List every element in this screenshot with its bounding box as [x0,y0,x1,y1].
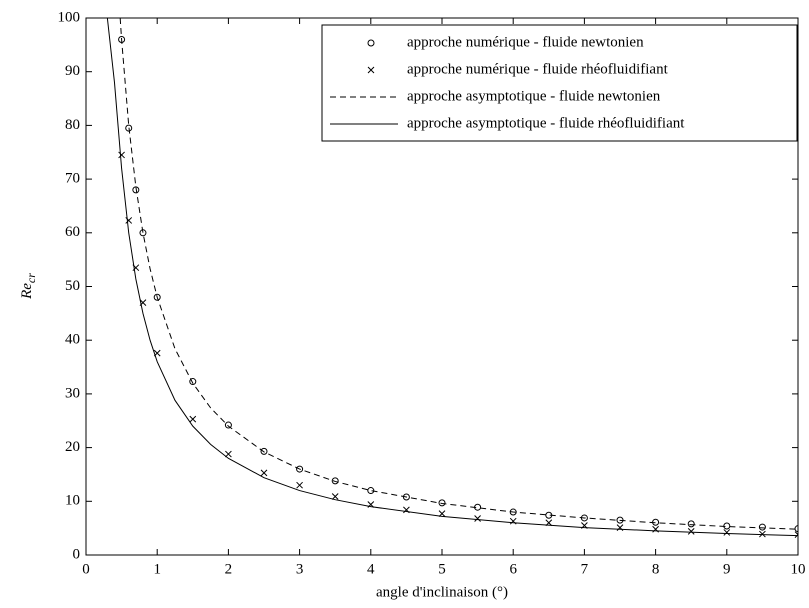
marker-cross [474,515,481,522]
legend-box [321,24,798,142]
marker-cross [687,528,695,535]
legend-label: approche numérique - fluide newtonien [407,34,644,50]
y-tick-label: 0 [73,546,81,562]
marker-circle [296,465,304,473]
marker-circle [687,520,695,528]
marker-cross [794,531,798,538]
legend-label: approche numérique - fluide rhéofluidifi… [407,61,669,77]
marker-cross [225,450,232,458]
marker-circle [367,487,375,495]
marker-circle [224,421,232,429]
marker-cross [331,493,339,500]
x-tick-label: 3 [296,561,304,577]
marker-cross [189,415,197,423]
legend-label: approche asymptotique - fluide newtonien [407,88,661,104]
y-tick-label: 60 [65,224,80,240]
marker-cross [296,481,303,489]
marker-circle [331,477,339,485]
y-tick-label: 100 [58,9,81,25]
y-tick-label: 90 [65,63,80,79]
x-tick-label: 5 [438,561,446,577]
marker-cross [723,529,731,536]
x-tick-label: 7 [581,561,589,577]
x-axis-label: angle d'inclinaison (°) [376,584,508,600]
marker-circle [367,39,375,47]
marker-circle [132,186,140,194]
marker-circle [260,447,268,455]
marker-circle [189,378,197,386]
x-tick-label: 10 [791,561,806,577]
x-tick-label: 4 [367,561,375,577]
y-tick-label: 20 [65,439,80,455]
x-tick-label: 9 [723,561,731,577]
y-axis-label-sub: cr [24,273,38,283]
y-tick-label: 40 [65,332,80,348]
series-line [106,18,798,537]
y-tick-label: 80 [65,117,80,133]
series-line [119,18,798,530]
y-tick-label: 50 [65,278,80,294]
x-tick-label: 8 [652,561,660,577]
y-axis-label-main: Re [19,283,35,300]
marker-circle [438,499,446,507]
marker-circle [125,124,133,132]
marker-circle [758,523,766,531]
x-tick-label: 1 [153,561,161,577]
y-tick-label: 70 [65,171,80,187]
plot-area [106,18,798,538]
y-axis-label: Recr [19,273,37,300]
legend-label: approche asymptotique - fluide rhéofluid… [407,115,685,131]
marker-cross [260,469,268,477]
x-tick-label: 2 [225,561,233,577]
y-tick-label: 10 [65,493,80,509]
marker-circle [402,493,410,501]
marker-circle [153,293,161,301]
marker-cross [125,217,133,224]
marker-cross [118,151,125,159]
x-tick-label: 0 [82,561,90,577]
marker-cross [367,66,375,74]
y-tick-label: 30 [65,385,80,401]
marker-cross [759,530,766,538]
x-tick-label: 6 [509,561,517,577]
